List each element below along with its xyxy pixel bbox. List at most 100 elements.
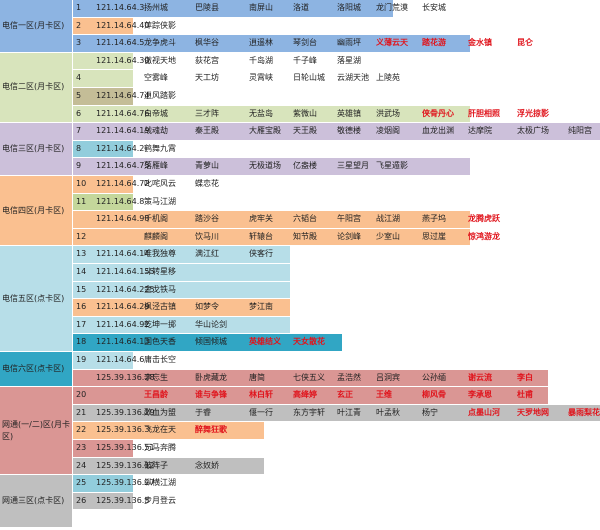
- server-name: 金水镇: [468, 38, 492, 48]
- server-name: 天工坊: [195, 73, 219, 83]
- server-name: 浮光掠影: [517, 108, 549, 118]
- server-name: 血龙出渊: [422, 126, 454, 136]
- server-name: 乾坤一掷: [144, 319, 176, 329]
- server-name: 卧虎藏龙: [195, 372, 227, 382]
- server-name: 达摩院: [468, 126, 492, 136]
- server-name: 虎牢关: [249, 214, 273, 224]
- row-number: 18: [76, 337, 87, 347]
- server-name: 大雁宝殿: [249, 126, 281, 136]
- row-number: 14: [76, 267, 87, 276]
- server-ip: 121.14.64.19: [96, 126, 150, 136]
- table-row: [73, 352, 133, 369]
- server-name: 王维: [376, 390, 392, 400]
- server-name: 侠骨丹心: [422, 108, 454, 118]
- row-number: 19: [76, 355, 87, 364]
- server-name: 无盐岛: [249, 108, 273, 118]
- table-row: [73, 123, 600, 140]
- table-row: [73, 105, 470, 123]
- server-name: 如梦令: [195, 302, 219, 312]
- server-ip: 125.39.136.12: [96, 460, 155, 470]
- server-ip: 121.14.64.72: [96, 179, 150, 188]
- server-name: 思过崖: [422, 231, 446, 241]
- server-name: 吕洞宾: [376, 372, 400, 382]
- server-name: 破阵子: [144, 460, 168, 470]
- server-name: 纯阳宫: [568, 126, 592, 136]
- group-label: 电信二区(月卡区): [0, 52, 72, 123]
- server-name: 逍风踏影: [144, 91, 176, 100]
- server-name: 国色天香: [144, 337, 176, 347]
- server-name: 李白: [517, 372, 533, 382]
- server-ip: 121.14.64.225: [96, 284, 155, 294]
- server-name: 白帝城: [144, 108, 168, 118]
- server-name: 六韬台: [293, 214, 317, 224]
- server-ip: 125.39.136.3: [96, 425, 150, 435]
- group-label: 电信五区(点卡区): [0, 246, 72, 351]
- server-name: 轩辕台: [249, 231, 273, 241]
- server-name: 灵霄峡: [249, 73, 273, 83]
- server-name: 玄正: [337, 390, 353, 400]
- server-name: 扬州城: [144, 3, 168, 12]
- server-ip: 121.14.64.40: [96, 20, 150, 30]
- server-name: 高绛婷: [293, 390, 317, 400]
- server-ip: 125.39.136.28: [96, 372, 155, 382]
- server-name: 惊鸿游龙: [468, 231, 500, 241]
- row-number: 23: [76, 443, 87, 452]
- row-number: 20: [76, 390, 87, 400]
- row-number: 1: [76, 3, 82, 12]
- table-row: [73, 387, 548, 404]
- server-name: 太极广场: [517, 126, 549, 136]
- server-name: 知节殿: [293, 231, 317, 241]
- server-ip: 121.14.64.29: [96, 302, 150, 312]
- server-name: 亿盎楼: [293, 161, 317, 171]
- server-name: 无极道场: [249, 161, 281, 171]
- server-ip: 121.14.64.5: [96, 38, 145, 48]
- server-name: 英雄镇: [337, 108, 361, 118]
- table-row: [73, 475, 133, 492]
- server-name: 唐简: [249, 372, 265, 382]
- server-name: 柳风骨: [422, 390, 446, 400]
- server-ip: 121.14.64.6: [96, 355, 145, 364]
- row-number: 3: [76, 38, 82, 48]
- server-name: 金戈铁马: [144, 284, 176, 294]
- server-name: 落星湖: [337, 55, 361, 65]
- server-name: 飞龙在天: [144, 425, 176, 435]
- server-name: 幽雨坪: [337, 38, 361, 48]
- server-name: 论剑峰: [337, 231, 361, 241]
- server-ip: 121.14.64.30: [96, 55, 150, 65]
- server-name: 歃血为盟: [144, 407, 176, 417]
- table-row: [73, 369, 548, 387]
- server-name: 凌烟阁: [376, 126, 400, 136]
- server-name: 踏沙谷: [195, 214, 219, 224]
- table-row: [73, 193, 133, 211]
- server-name: 千子峰: [293, 55, 317, 65]
- server-name: 枫华谷: [195, 38, 219, 48]
- server-name: 于睿: [195, 407, 211, 417]
- row-number: 13: [76, 249, 87, 259]
- server-name: 麒麟阁: [144, 231, 168, 241]
- server-ip: 121.14.64.14: [96, 249, 150, 259]
- server-name: 鹤舞九霄: [144, 143, 176, 153]
- server-name: 华山论剑: [195, 319, 227, 329]
- table-row: [73, 0, 393, 17]
- server-name: 紫微山: [293, 108, 317, 118]
- row-number: 25: [76, 478, 87, 488]
- server-ip: 121.14.64.8: [96, 196, 145, 206]
- server-name: 唯我独尊: [144, 249, 176, 259]
- row-number: 17: [76, 319, 87, 329]
- server-name: 日轮山城: [293, 73, 325, 83]
- server-ip: 125.39.136.29: [96, 407, 155, 417]
- server-name: 三星望月: [337, 161, 369, 171]
- server-ip: 121.14.64.155: [96, 267, 155, 276]
- server-name: 倾国倾城: [195, 337, 227, 347]
- server-name: 杨宁: [422, 407, 438, 417]
- table-row: [73, 404, 600, 422]
- server-ip: 125.39.136.27: [96, 478, 155, 488]
- server-name: 空雾峰: [144, 73, 168, 83]
- table-row: [73, 246, 290, 263]
- server-name: 谁与争锋: [195, 390, 227, 400]
- table-row: [73, 88, 133, 105]
- server-name: 万马奔腾: [144, 443, 176, 452]
- server-name: 醉舞狂歌: [195, 425, 227, 435]
- row-number: 24: [76, 460, 87, 470]
